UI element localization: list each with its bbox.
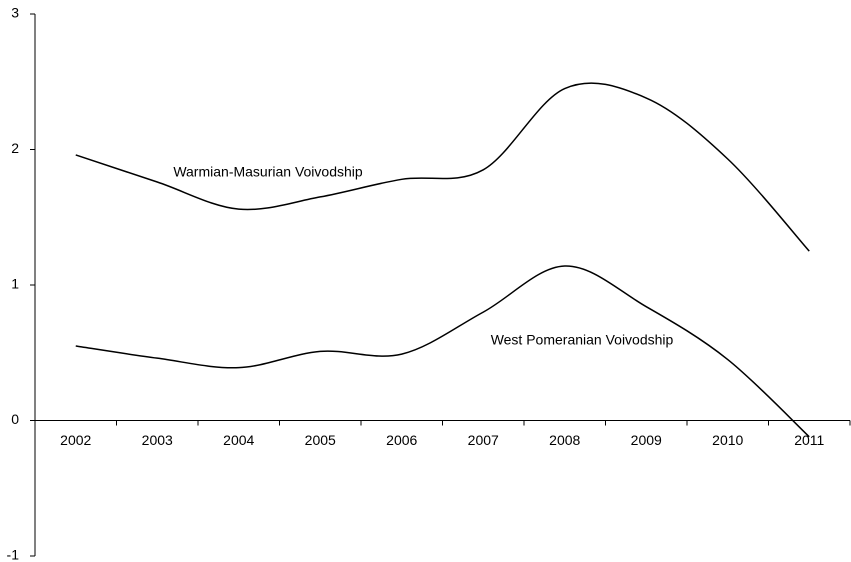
series-label: Warmian-Masurian Voivodship (173, 164, 363, 180)
y-tick-label: 1 (11, 276, 19, 292)
series-line (75, 265, 810, 438)
x-tick-label: 2002 (60, 432, 91, 448)
y-tick-label: 2 (11, 140, 19, 156)
x-tick-label: 2007 (468, 432, 499, 448)
x-tick-label: 2009 (631, 432, 662, 448)
x-tick-label: 2011 (794, 432, 824, 448)
y-tick-label: -1 (7, 547, 20, 562)
y-tick-label: 0 (11, 411, 19, 427)
x-tick-label: 2010 (712, 432, 743, 448)
series-line (75, 82, 810, 252)
y-tick-label: 3 (11, 5, 19, 21)
x-tick-label: 2006 (386, 432, 417, 448)
x-tick-label: 2008 (549, 432, 580, 448)
x-tick-label: 2005 (305, 432, 336, 448)
series-label: West Pomeranian Voivodship (491, 332, 674, 348)
x-tick-label: 2003 (142, 432, 173, 448)
x-tick-label: 2004 (223, 432, 254, 448)
